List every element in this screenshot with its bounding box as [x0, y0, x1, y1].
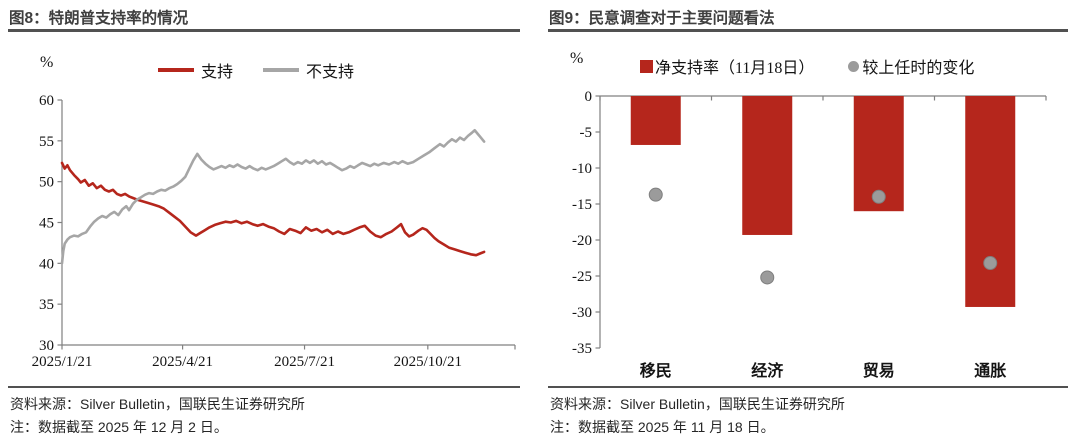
svg-text:-5: -5 [580, 125, 593, 141]
figure-8-note-line: 注：数据截至 2025 年 12 月 2 日。 [10, 419, 228, 435]
svg-text:50: 50 [39, 175, 54, 191]
svg-text:通胀: 通胀 [974, 362, 1006, 380]
figure-8-panel: 图8：特朗普支持率的情况 % 支持 不支持 30 35 40 45 50 55 60 2025… [8, 0, 520, 445]
svg-text:2025/7/21: 2025/7/21 [274, 354, 335, 370]
svg-text:移民: 移民 [640, 361, 672, 380]
change-dot-swatch [848, 60, 860, 72]
svg-text:35: 35 [39, 297, 54, 313]
figure-9-chart-area: % 净支持率（11月18日） 较上任时的变化 0 -5 -10 -15 -20 -25 -3… [548, 34, 1068, 384]
approve-line-swatch [158, 68, 194, 72]
legend-item-change: 较上任时的变化 [848, 54, 974, 78]
figure-8-chart-area: % 支持 不支持 30 35 40 45 50 55 60 2025/1/21 2025/4/2… [8, 34, 520, 384]
figure-9-title: 图9：民意调查对于主要问题看法 [549, 10, 775, 27]
svg-text:2025/4/21: 2025/4/21 [152, 354, 213, 370]
approval-line-chart: 30 35 40 45 50 55 60 2025/1/21 2025/4/21 2025/7/2… [32, 93, 516, 370]
figure-8-title: 图8：特朗普支持率的情况 [9, 10, 189, 27]
figure-8-unit-label: % [40, 54, 54, 71]
svg-text:经济: 经济 [751, 361, 784, 380]
svg-text:40: 40 [39, 256, 54, 272]
svg-text:-30: -30 [572, 305, 592, 321]
svg-text:55: 55 [39, 134, 54, 150]
figure-9-unit-label: % [570, 50, 584, 67]
figure-9-legend: 净支持率（11月18日） 较上任时的变化 [640, 54, 974, 78]
svg-text:2025/10/21: 2025/10/21 [394, 354, 462, 370]
svg-text:2025/1/21: 2025/1/21 [32, 354, 93, 370]
figure-8-foot-rule [8, 386, 520, 389]
legend-item-approve: 支持 [158, 58, 233, 82]
legend-label-change: 较上任时的变化 [862, 60, 975, 77]
legend-label-approve: 支持 [201, 64, 234, 81]
figure-8-legend: 支持 不支持 [158, 58, 354, 82]
svg-text:-10: -10 [572, 161, 592, 177]
legend-label-disapprove: 不支持 [306, 64, 355, 81]
figure-8-source-line: 资料来源：Silver Bulletin，国联民生证券研究所 [10, 396, 305, 412]
figure-9-note-line: 注：数据截至 2025 年 11 月 18 日。 [550, 419, 775, 435]
net-approval-square-swatch [640, 59, 653, 73]
legend-item-net-approval: 净支持率（11月18日） [640, 54, 814, 78]
disapprove-line-swatch [263, 68, 300, 72]
figure-9-foot-rule [548, 386, 1068, 389]
svg-text:-25: -25 [572, 269, 592, 285]
svg-text:45: 45 [39, 215, 54, 231]
legend-label-net-approval: 净支持率（11月18日） [655, 60, 815, 77]
figure-9-title-rule [548, 29, 1068, 32]
issues-bar-chart: 0 -5 -10 -15 -20 -25 -30 -35 移民 经济 贸易 通胀 [572, 89, 1047, 380]
svg-text:贸易: 贸易 [863, 361, 895, 380]
figure-9-source-line: 资料来源：Silver Bulletin，国联民生证券研究所 [550, 396, 845, 412]
svg-text:-35: -35 [572, 341, 592, 357]
figure-8-title-rule [8, 29, 520, 32]
svg-text:-15: -15 [572, 197, 592, 213]
svg-text:-20: -20 [572, 233, 592, 249]
svg-text:60: 60 [39, 93, 54, 109]
svg-text:30: 30 [39, 338, 54, 354]
figure-9-panel: 图9：民意调查对于主要问题看法 % 净支持率（11月18日） 较上任时的变化 0… [548, 0, 1068, 445]
svg-text:0: 0 [585, 89, 593, 105]
legend-item-disapprove: 不支持 [263, 58, 354, 82]
